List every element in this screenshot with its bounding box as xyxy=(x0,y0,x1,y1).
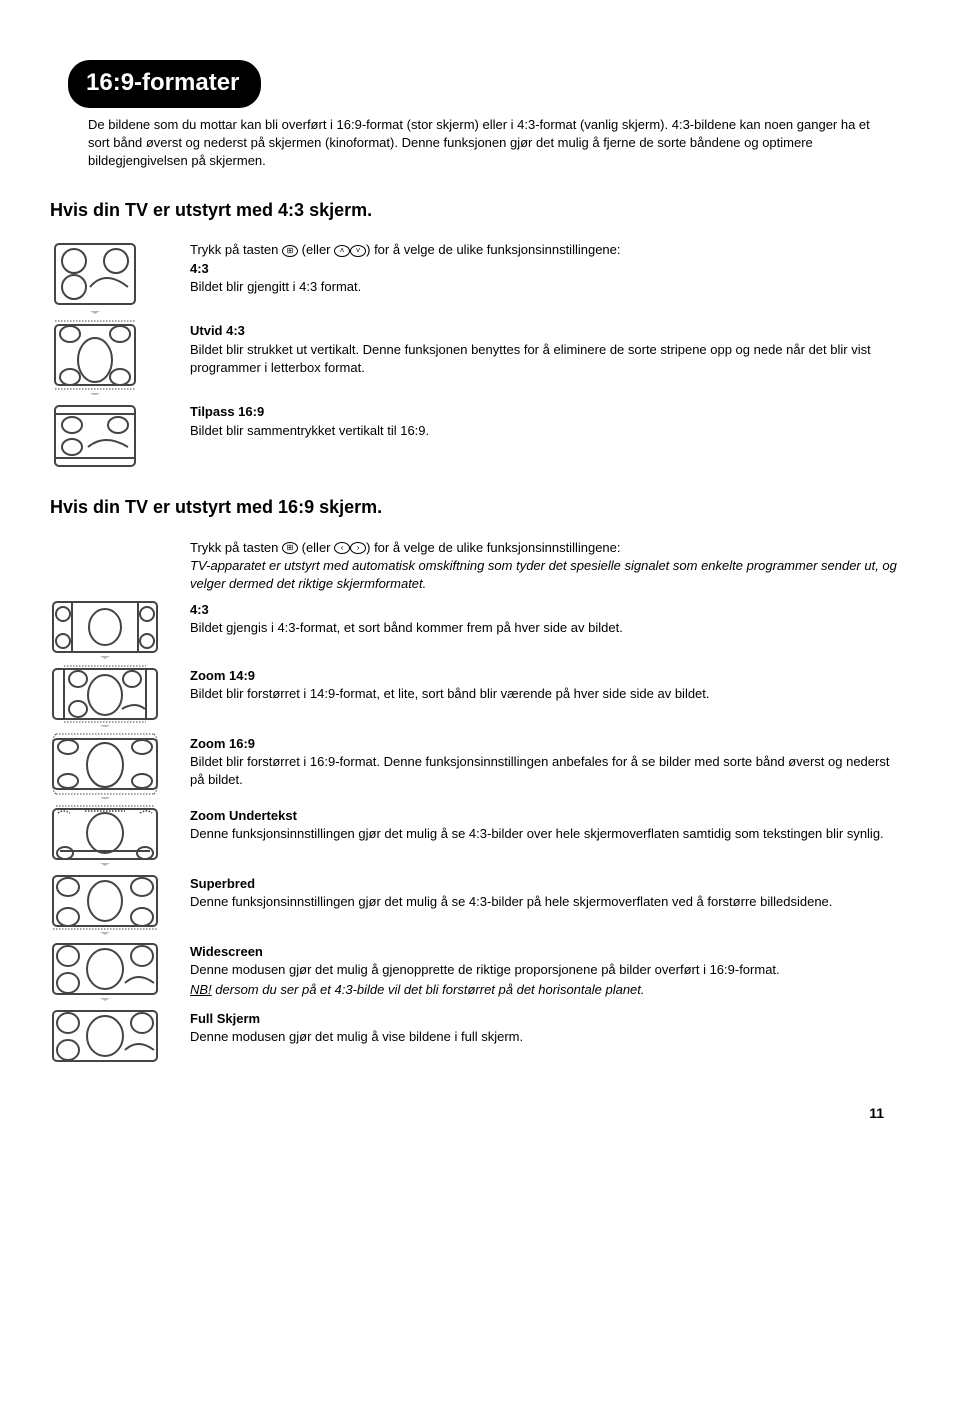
mode-icon-zoom149 xyxy=(50,665,190,727)
mode-desc: Bildet blir sammentrykket vertikalt til … xyxy=(190,422,904,440)
down-key-icon: ˅ xyxy=(350,245,366,257)
mode-icon-superbred xyxy=(50,873,190,935)
mode-desc: Denne funksjonsinnstillingen gjør det mu… xyxy=(190,825,904,843)
mode-icon-undertekst xyxy=(50,805,190,867)
format-key-icon: ⊞ xyxy=(282,542,298,554)
mode-desc: Bildet blir forstørret i 16:9-format. De… xyxy=(190,753,904,789)
page-number: 11 xyxy=(50,1104,904,1124)
mode-icon-zoom169 xyxy=(50,733,190,799)
instr-16-9: Trykk på tasten ⊞ (eller ‹›) for å velge… xyxy=(190,539,904,557)
mode-desc: Bildet gjengis i 4:3-format, et sort bån… xyxy=(190,619,904,637)
mode-title: Superbred xyxy=(190,875,904,893)
mode-title: Zoom Undertekst xyxy=(190,807,904,825)
page-title: 16:9-formater xyxy=(68,60,261,108)
mode-desc: Denne funksjonsinnstillingen gjør det mu… xyxy=(190,893,904,911)
intro-text: De bildene som du mottar kan bli overfør… xyxy=(88,116,884,171)
mode-title: 4:3 xyxy=(190,601,904,619)
mode-icon-utvid xyxy=(50,320,190,395)
mode-title: Full Skjerm xyxy=(190,1010,904,1028)
left-key-icon: ‹ xyxy=(334,542,350,554)
up-key-icon: ˄ xyxy=(334,245,350,257)
mode-icon-tilpass xyxy=(50,401,190,471)
mode-title: Zoom 16:9 xyxy=(190,735,904,753)
mode-icon-169-43 xyxy=(50,599,190,659)
mode-desc: Bildet blir strukket ut vertikalt. Denne… xyxy=(190,341,904,377)
mode-desc: Denne modusen gjør det mulig å gjenoppre… xyxy=(190,961,904,979)
instr-4-3: Trykk på tasten ⊞ (eller ˄˅) for å velge… xyxy=(190,241,904,259)
mode-icon-widescreen xyxy=(50,941,190,1001)
right-key-icon: › xyxy=(350,542,366,554)
section-4-3-heading: Hvis din TV er utstyrt med 4:3 skjerm. xyxy=(50,198,904,223)
mode-icon-fullskjerm xyxy=(50,1008,190,1064)
mode-desc: Bildet blir gjengitt i 4:3 format. xyxy=(190,278,904,296)
instr-italic: TV-apparatet er utstyrt med automatisk o… xyxy=(190,557,904,593)
mode-title: 4:3 xyxy=(190,260,904,278)
mode-icon-4-3 xyxy=(50,239,190,314)
mode-title: Tilpass 16:9 xyxy=(190,403,904,421)
mode-desc: Denne modusen gjør det mulig å vise bild… xyxy=(190,1028,904,1046)
mode-note: NB! dersom du ser på et 4:3-bilde vil de… xyxy=(190,981,904,999)
section-16-9-heading: Hvis din TV er utstyrt med 16:9 skjerm. xyxy=(50,495,904,520)
mode-title: Zoom 14:9 xyxy=(190,667,904,685)
mode-title: Widescreen xyxy=(190,943,904,961)
mode-desc: Bildet blir forstørret i 14:9-format, et… xyxy=(190,685,904,703)
mode-title: Utvid 4:3 xyxy=(190,322,904,340)
format-key-icon: ⊞ xyxy=(282,245,298,257)
